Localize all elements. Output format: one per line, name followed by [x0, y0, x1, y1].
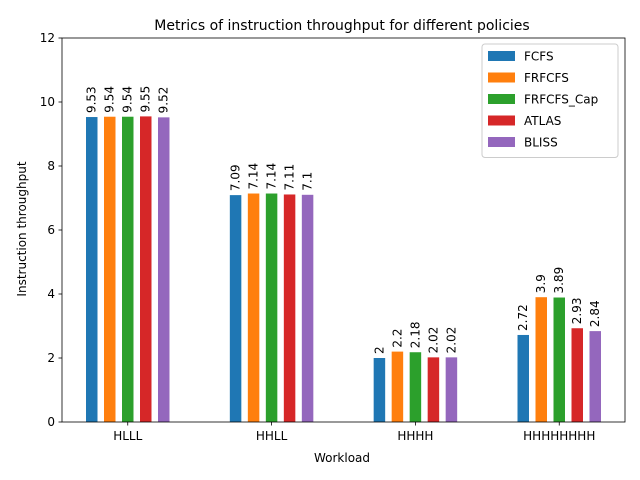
y-tick-label: 12: [40, 31, 55, 45]
bar-fcfs-hhhh: [373, 358, 386, 422]
legend-label-frfcfs_cap: FRFCFS_Cap: [524, 93, 598, 107]
value-label: 7.11: [283, 164, 297, 191]
bar-atlas-hhll: [283, 194, 296, 422]
value-label: 2.02: [426, 327, 440, 354]
value-label: 7.09: [229, 164, 243, 191]
value-label: 2.2: [390, 329, 404, 348]
value-label: 9.54: [103, 86, 117, 113]
bar-frfcfs-hhll: [247, 193, 260, 422]
legend-box: [481, 43, 619, 158]
bar-frfcfs_cap-hlll: [122, 116, 134, 422]
bar-fcfs-hhll: [229, 195, 242, 422]
value-label: 2: [372, 346, 386, 354]
y-tick-label: 2: [47, 351, 55, 365]
bar-fcfs-hhhhhhhh: [517, 334, 529, 422]
value-label: 2.02: [444, 327, 458, 354]
bar-frfcfs-hhhh: [391, 351, 404, 422]
value-label: 2.93: [570, 298, 584, 325]
x-tick-label: HHLL: [256, 429, 288, 443]
value-label: 7.14: [247, 163, 261, 190]
legend-label-frfcfs: FRFCFS: [524, 71, 569, 85]
bar-frfcfs_cap-hhhhhhhh: [553, 297, 565, 422]
bar-bliss-hhll: [301, 194, 314, 422]
legend-label-bliss: BLISS: [524, 136, 558, 150]
legend-swatch-frfcfs_cap: [488, 94, 515, 104]
legend-label-atlas: ATLAS: [524, 114, 561, 128]
value-label: 9.54: [121, 86, 135, 113]
value-label: 7.1: [301, 172, 315, 191]
bar-bliss-hhhhhhhh: [589, 331, 601, 422]
value-label: 9.52: [157, 87, 171, 114]
bar-frfcfs_cap-hhll: [265, 193, 278, 422]
legend-swatch-frfcfs: [488, 72, 515, 83]
bar-atlas-hhhhhhhh: [571, 328, 583, 422]
value-label: 2.72: [516, 304, 530, 331]
bar-frfcfs_cap-hhhh: [409, 352, 422, 422]
bar-frfcfs-hhhhhhhh: [535, 297, 547, 422]
bar-atlas-hhhh: [427, 357, 440, 422]
legend-swatch-fcfs: [488, 51, 515, 61]
y-tick-label: 4: [47, 287, 55, 301]
legend-swatch-bliss: [488, 137, 515, 147]
bar-atlas-hlll: [140, 116, 152, 423]
bar-frfcfs-hlll: [104, 116, 116, 422]
legend-label-fcfs: FCFS: [524, 50, 554, 64]
value-label: 9.53: [85, 86, 99, 113]
bar-fcfs-hlll: [86, 117, 98, 422]
bars-group: [86, 116, 601, 423]
chart-title: Metrics of instruction throughput for di…: [154, 18, 529, 34]
value-label: 3.89: [552, 267, 566, 294]
y-tick-label: 10: [40, 95, 55, 109]
x-tick-label: HLLL: [113, 429, 142, 443]
value-labels-group: 9.53 7.09 2 2.72 9.54 7.14 2.2 3.9 9.54 7.14 2.18 3…: [85, 86, 603, 354]
bar-bliss-hlll: [158, 117, 170, 423]
value-label: 7.14: [265, 163, 279, 190]
x-tick-label: HHHHHHHH: [523, 429, 595, 443]
legend-swatch-atlas: [488, 115, 515, 126]
y-tick-label: 0: [47, 415, 55, 429]
value-label: 3.9: [534, 274, 548, 293]
value-label: 2.84: [588, 300, 602, 327]
x-axis-label: Workload: [314, 451, 370, 465]
y-axis-label: Instruction throughput: [15, 161, 29, 296]
value-label: 9.55: [139, 86, 153, 113]
y-tick-label: 8: [47, 159, 55, 173]
legend: FCFS FRFCFS FRFCFS_Cap ATLAS BLISS: [481, 43, 619, 158]
bar-bliss-hhhh: [445, 357, 458, 422]
x-tick-label: HHHH: [397, 429, 433, 443]
y-tick-label: 6: [47, 223, 55, 237]
value-label: 2.18: [408, 322, 422, 349]
